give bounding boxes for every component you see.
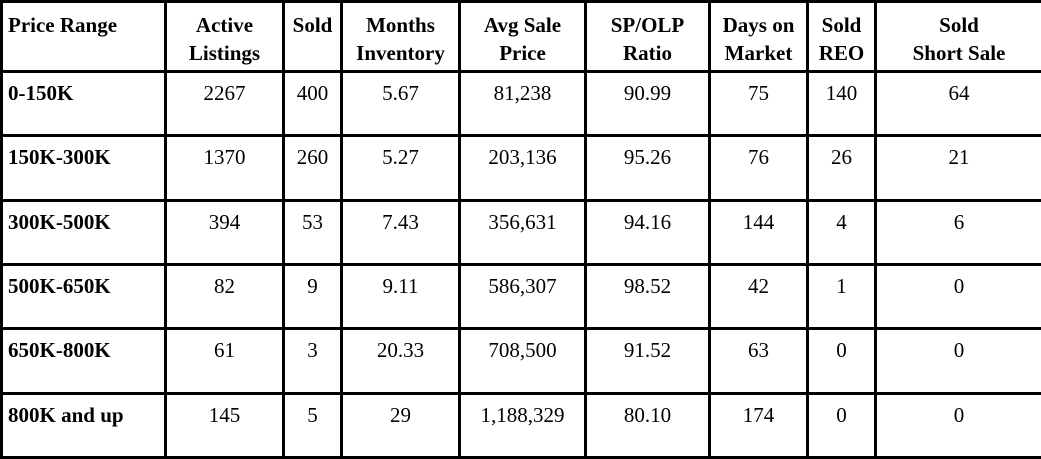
sold-short-sale-cell: 0 <box>874 327 1041 395</box>
sold-short-sale-cell: 21 <box>874 134 1041 202</box>
price-range-cell: 800K and up <box>0 391 167 459</box>
active-listings-cell: 61 <box>164 327 285 395</box>
sold-reo-cell: 26 <box>806 134 877 202</box>
sp-olp-ratio-cell: 94.16 <box>584 198 711 266</box>
header-sold: Sold <box>282 0 343 73</box>
sold-cell: 53 <box>282 198 343 266</box>
sold-short-sale-cell: 0 <box>874 391 1041 459</box>
header-sold-short-sale: Sold Short Sale <box>874 0 1041 73</box>
sold-cell: 5 <box>282 391 343 459</box>
avg-sale-price-cell: 708,500 <box>458 327 587 395</box>
sold-cell: 400 <box>282 69 343 138</box>
days-on-market-cell: 174 <box>708 391 809 459</box>
table-row: 800K and up 145 5 29 1,188,329 80.10 174… <box>0 391 1041 459</box>
sold-reo-cell: 0 <box>806 327 877 395</box>
sold-reo-cell: 4 <box>806 198 877 266</box>
sp-olp-ratio-cell: 91.52 <box>584 327 711 395</box>
active-listings-cell: 82 <box>164 262 285 331</box>
active-listings-cell: 1370 <box>164 134 285 202</box>
months-inventory-cell: 9.11 <box>340 262 461 331</box>
price-range-cell: 300K-500K <box>0 198 167 266</box>
avg-sale-price-cell: 356,631 <box>458 198 587 266</box>
days-on-market-cell: 63 <box>708 327 809 395</box>
avg-sale-price-cell: 586,307 <box>458 262 587 331</box>
sold-reo-cell: 0 <box>806 391 877 459</box>
sp-olp-ratio-cell: 80.10 <box>584 391 711 459</box>
table-row: 300K-500K 394 53 7.43 356,631 94.16 144 … <box>0 198 1041 266</box>
table-row: 500K-650K 82 9 9.11 586,307 98.52 42 1 0 <box>0 262 1041 331</box>
header-sp-olp-ratio: SP/OLP Ratio <box>584 0 711 73</box>
price-range-cell: 650K-800K <box>0 327 167 395</box>
sold-short-sale-cell: 64 <box>874 69 1041 138</box>
sp-olp-ratio-cell: 95.26 <box>584 134 711 202</box>
months-inventory-cell: 5.27 <box>340 134 461 202</box>
months-inventory-cell: 5.67 <box>340 69 461 138</box>
sold-cell: 3 <box>282 327 343 395</box>
days-on-market-cell: 75 <box>708 69 809 138</box>
header-sold-reo: Sold REO <box>806 0 877 73</box>
sold-short-sale-cell: 0 <box>874 262 1041 331</box>
months-inventory-cell: 7.43 <box>340 198 461 266</box>
price-range-cell: 0-150K <box>0 69 167 138</box>
header-price-range: Price Range <box>0 0 167 73</box>
header-row: Price Range Active Listings Sold Months In… <box>0 0 1041 73</box>
avg-sale-price-cell: 1,188,329 <box>458 391 587 459</box>
table-row: 150K-300K 1370 260 5.27 203,136 95.26 76… <box>0 134 1041 202</box>
price-range-cell: 150K-300K <box>0 134 167 202</box>
active-listings-cell: 394 <box>164 198 285 266</box>
sold-short-sale-cell: 6 <box>874 198 1041 266</box>
sold-reo-cell: 1 <box>806 262 877 331</box>
months-inventory-cell: 20.33 <box>340 327 461 395</box>
days-on-market-cell: 42 <box>708 262 809 331</box>
days-on-market-cell: 76 <box>708 134 809 202</box>
active-listings-cell: 2267 <box>164 69 285 138</box>
sold-reo-cell: 140 <box>806 69 877 138</box>
avg-sale-price-cell: 203,136 <box>458 134 587 202</box>
sp-olp-ratio-cell: 98.52 <box>584 262 711 331</box>
sold-cell: 9 <box>282 262 343 331</box>
table-row: 0-150K 2267 400 5.67 81,238 90.99 75 140… <box>0 69 1041 138</box>
sp-olp-ratio-cell: 90.99 <box>584 69 711 138</box>
active-listings-cell: 145 <box>164 391 285 459</box>
price-range-cell: 500K-650K <box>0 262 167 331</box>
table-row: 650K-800K 61 3 20.33 708,500 91.52 63 0 … <box>0 327 1041 395</box>
header-days-on-market: Days on Market <box>708 0 809 73</box>
avg-sale-price-cell: 81,238 <box>458 69 587 138</box>
days-on-market-cell: 144 <box>708 198 809 266</box>
months-inventory-cell: 29 <box>340 391 461 459</box>
header-avg-sale-price: Avg Sale Price <box>458 0 587 73</box>
header-months-inventory: Months Inventory <box>340 0 461 73</box>
header-active-listings: Active Listings <box>164 0 285 73</box>
sold-cell: 260 <box>282 134 343 202</box>
